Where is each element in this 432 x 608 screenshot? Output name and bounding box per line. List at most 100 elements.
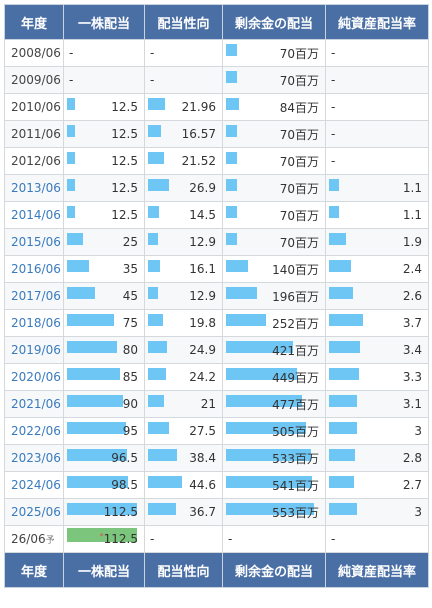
cell-value: 3.7 <box>402 316 422 330</box>
fiscal-year-label: 2018/06 <box>11 316 61 330</box>
table-row: 2014/06 12.5 14.5 70百万 1.1 <box>4 201 429 229</box>
value-bar <box>67 179 75 191</box>
value-bar <box>148 476 182 488</box>
cell-value: 3.3 <box>402 370 422 384</box>
total-dividend-cell: 84百万 <box>222 93 326 121</box>
cell-value: - <box>331 154 336 168</box>
cell-value: 85 <box>122 370 138 384</box>
value-bar <box>226 314 266 326</box>
cell-value: 12.9 <box>189 235 216 249</box>
fiscal-year-link[interactable]: 2024/06 <box>4 471 64 499</box>
table-row: 2025/06 112.5 36.7 553百万 3 <box>4 498 429 526</box>
table-row: 2023/06 96.5 38.4 533百万 2.8 <box>4 444 429 472</box>
value-bar <box>226 71 237 83</box>
total-dividend-cell: 70百万 <box>222 228 326 256</box>
fiscal-year-link[interactable]: 2022/06 <box>4 417 64 445</box>
footer-payout-ratio: 配当性向 <box>144 552 223 588</box>
value-bar <box>226 287 257 299</box>
dividend-per-share-cell: 96.5 <box>63 444 145 472</box>
value-bar <box>226 395 302 407</box>
cell-value: 12.5 <box>111 154 138 168</box>
table-footer: 年度 一株配当 配当性向 剰余金の配当 純資産配当率 <box>4 552 429 588</box>
cell-value: 3.1 <box>402 397 422 411</box>
fiscal-year-link[interactable]: 2014/06 <box>4 201 64 229</box>
cell-value: 24.9 <box>189 343 216 357</box>
cell-value: 21.96 <box>181 100 216 114</box>
fiscal-year-cell: 26/06予 <box>4 525 64 553</box>
dividend-on-equity-cell: - <box>325 93 429 121</box>
table-body: 2008/06- -70百万 -2009/06- -70百万 -2010/06 12.5 2… <box>4 39 429 553</box>
value-bar <box>329 422 357 434</box>
cell-value: 84百万 <box>279 100 319 115</box>
cell-value: 3 <box>414 424 422 438</box>
cell-value: 12.5 <box>111 100 138 114</box>
dividend-per-share-cell: 12.5 <box>63 174 145 202</box>
payout-ratio-cell: 21.52 <box>144 147 223 175</box>
dividend-per-share-cell: 75 <box>63 309 145 337</box>
value-bar <box>67 233 83 245</box>
fiscal-year-link[interactable]: 2013/06 <box>4 174 64 202</box>
value-bar <box>148 125 161 137</box>
fiscal-year-link[interactable]: 2020/06 <box>4 363 64 391</box>
value-bar <box>226 152 237 164</box>
cell-value: 12.9 <box>189 289 216 303</box>
cell-value: 24.2 <box>189 370 216 384</box>
dividend-per-share-cell: 112.5 <box>63 498 145 526</box>
fiscal-year-link[interactable]: 2023/06 <box>4 444 64 472</box>
fiscal-year-label: 2017/06 <box>11 289 61 303</box>
value-bar <box>148 98 165 110</box>
cell-value: - <box>331 73 336 87</box>
cell-value: 98.5 <box>111 478 138 492</box>
cell-value: 2.6 <box>402 289 422 303</box>
value-bar <box>148 368 166 380</box>
cell-value: 70百万 <box>279 154 319 169</box>
dividend-per-share-cell: 98.5 <box>63 471 145 499</box>
cell-value: 26.9 <box>189 181 216 195</box>
cell-value: 12.5 <box>111 127 138 141</box>
total-dividend-cell: - <box>222 525 326 553</box>
cell-value: 140百万 <box>272 262 319 277</box>
fiscal-year-link[interactable]: 2018/06 <box>4 309 64 337</box>
dividend-history-table-container: 年度 一株配当 配当性向 剰余金の配当 純資産配当率 2008/06- -70百万… <box>4 4 429 588</box>
dividend-per-share-cell: - <box>63 39 145 67</box>
value-bar <box>67 395 123 407</box>
total-dividend-cell: 70百万 <box>222 39 326 67</box>
dividend-per-share-cell: *112.5 <box>63 525 145 553</box>
payout-ratio-cell: 12.9 <box>144 282 223 310</box>
cell-value: - <box>150 73 155 87</box>
payout-ratio-cell: - <box>144 39 223 67</box>
total-dividend-cell: 140百万 <box>222 255 326 283</box>
payout-ratio-cell: 19.8 <box>144 309 223 337</box>
value-bar <box>148 341 167 353</box>
fiscal-year-link[interactable]: 2015/06 <box>4 228 64 256</box>
fiscal-year-link[interactable]: 2021/06 <box>4 390 64 418</box>
cell-value: 44.6 <box>189 478 216 492</box>
payout-ratio-cell: - <box>144 525 223 553</box>
payout-ratio-cell: 16.1 <box>144 255 223 283</box>
payout-ratio-cell: 26.9 <box>144 174 223 202</box>
cell-value: 95 <box>122 424 138 438</box>
fiscal-year-label: 2013/06 <box>11 181 61 195</box>
fiscal-year-label: 2011/06 <box>11 127 61 141</box>
payout-ratio-cell: - <box>144 66 223 94</box>
fiscal-year-link[interactable]: 2017/06 <box>4 282 64 310</box>
table-row: 2012/06 12.5 21.52 70百万 - <box>4 147 429 175</box>
total-dividend-cell: 70百万 <box>222 201 326 229</box>
cell-value: 12.5 <box>111 181 138 195</box>
payout-ratio-cell: 36.7 <box>144 498 223 526</box>
table-row: 2008/06- -70百万 - <box>4 39 429 67</box>
fiscal-year-link[interactable]: 2025/06 <box>4 498 64 526</box>
value-bar <box>226 368 297 380</box>
value-bar <box>329 449 355 461</box>
fiscal-year-link[interactable]: 2019/06 <box>4 336 64 364</box>
value-bar <box>226 449 311 461</box>
fiscal-year-label: 2023/06 <box>11 451 61 465</box>
value-bar <box>67 287 95 299</box>
cell-value: 553百万 <box>272 505 319 520</box>
cell-value: 16.1 <box>189 262 216 276</box>
fiscal-year-link[interactable]: 2016/06 <box>4 255 64 283</box>
dividend-on-equity-cell: - <box>325 147 429 175</box>
cell-value: 1.9 <box>402 235 422 249</box>
cell-value: 505百万 <box>272 424 319 439</box>
value-bar <box>329 368 359 380</box>
